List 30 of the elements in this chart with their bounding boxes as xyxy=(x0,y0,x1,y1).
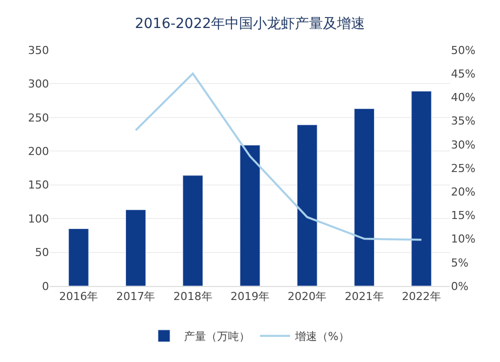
line-series xyxy=(134,72,422,241)
y2-tick-label: 25% xyxy=(451,162,476,175)
x-tick-label: 2022年 xyxy=(402,290,441,304)
legend-label: 增速（%） xyxy=(294,330,350,344)
y-tick-label: 250 xyxy=(28,111,49,124)
legend-label: 产量（万吨） xyxy=(184,330,250,344)
y2-tick-label: 5% xyxy=(451,256,468,270)
y-tick-label: 200 xyxy=(28,144,49,158)
y2-tick-label: 35% xyxy=(451,114,476,128)
y2-tick-label: 40% xyxy=(451,91,476,104)
y-tick-label: 0 xyxy=(42,280,49,293)
y2-tick-label: 50% xyxy=(451,44,476,57)
x-tick-label: 2017年 xyxy=(116,290,156,304)
y-tick-label: 350 xyxy=(28,44,49,57)
y2-tick-label: 45% xyxy=(451,67,476,80)
x-tick-label: 2021年 xyxy=(344,290,384,304)
x-tick-label: 2020年 xyxy=(288,290,327,304)
x-tick-label: 2016年 xyxy=(59,290,98,304)
y-tick-label: 50 xyxy=(35,246,49,260)
y2-tick-label: 20% xyxy=(451,185,476,198)
y2-tick-label: 0% xyxy=(451,280,468,293)
y-tick-label: 100 xyxy=(28,212,49,226)
chart-title: 2016-2022年中国小龙虾产量及增速 xyxy=(134,16,366,32)
y-tick-label: 300 xyxy=(28,78,49,91)
y2-tick-label: 10% xyxy=(451,232,476,246)
x-tick-label: 2019年 xyxy=(230,290,270,304)
y2-tick-label: 30% xyxy=(451,138,476,152)
x-tick-label: 2018年 xyxy=(173,290,212,304)
y2-tick-label: 15% xyxy=(451,209,476,222)
y-tick-label: 150 xyxy=(28,178,49,192)
